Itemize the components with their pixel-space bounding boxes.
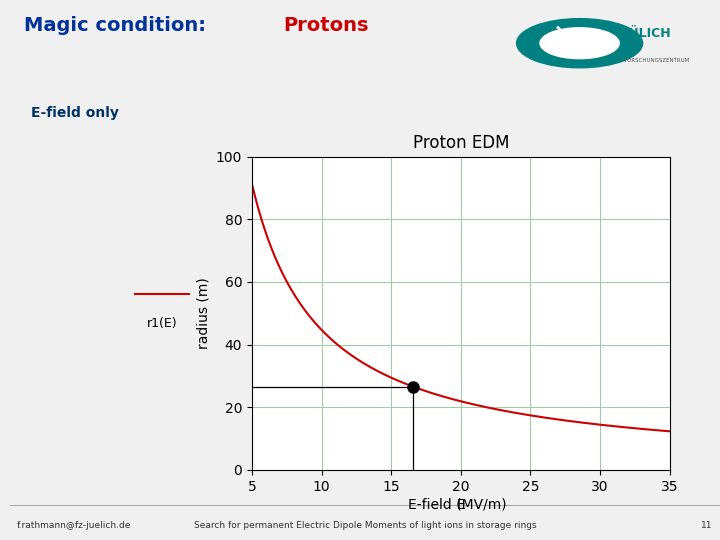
Text: JÜLICH: JÜLICH	[625, 25, 671, 40]
Text: Magic condition:: Magic condition:	[24, 16, 213, 35]
Circle shape	[517, 19, 643, 68]
Text: r1(E): r1(E)	[147, 318, 177, 330]
Text: E-field only: E-field only	[32, 106, 120, 120]
Text: FORSCHUNGSZENTRUM: FORSCHUNGSZENTRUM	[625, 58, 690, 63]
Text: Protons: Protons	[284, 16, 369, 35]
Y-axis label: radius (m): radius (m)	[197, 278, 210, 349]
Text: f.rathmann@fz-juelich.de: f.rathmann@fz-juelich.de	[17, 521, 132, 530]
Text: 11: 11	[701, 521, 713, 530]
X-axis label: E: E	[456, 498, 465, 512]
Text: E-field (MV/m): E-field (MV/m)	[408, 498, 506, 512]
Circle shape	[540, 28, 619, 59]
Text: Search for permanent Electric Dipole Moments of light ions in storage rings: Search for permanent Electric Dipole Mom…	[194, 521, 536, 530]
Title: Proton EDM: Proton EDM	[413, 134, 509, 152]
